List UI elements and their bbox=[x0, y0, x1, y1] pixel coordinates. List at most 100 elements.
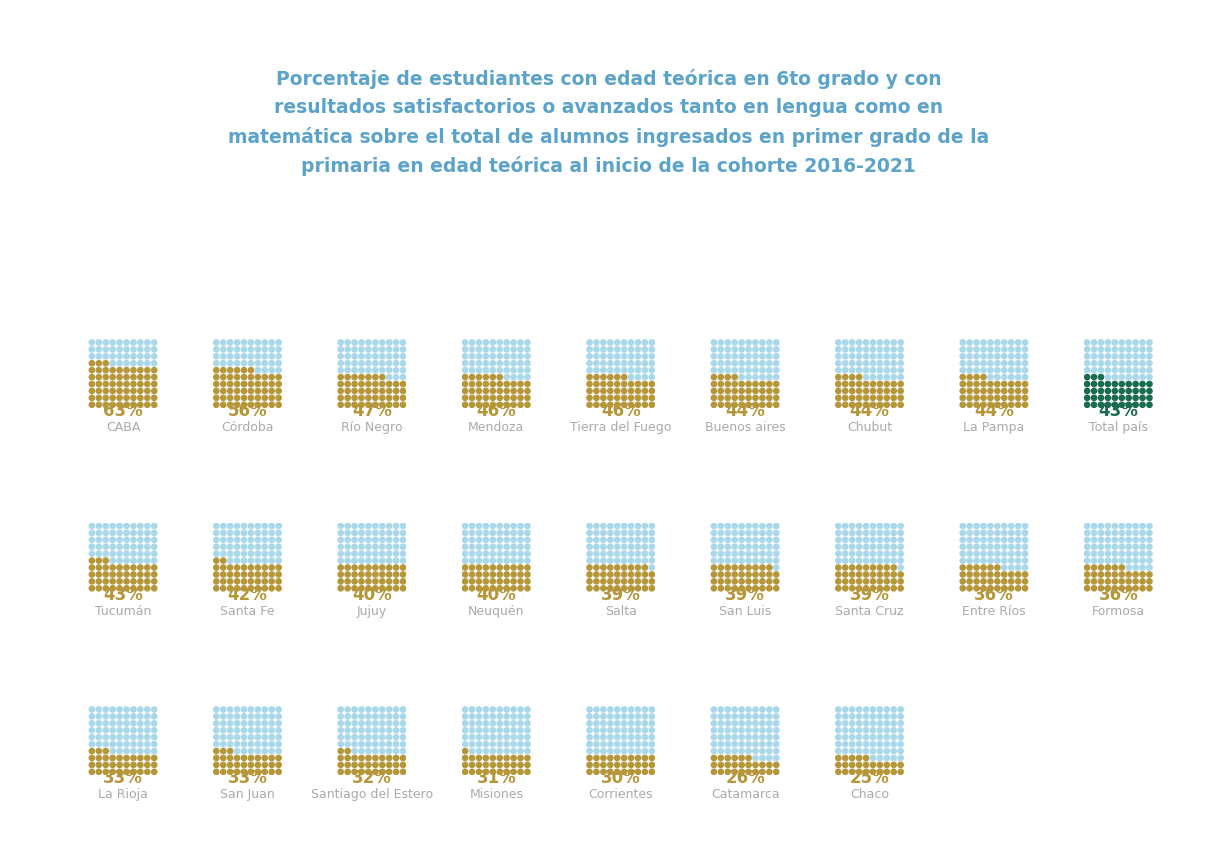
Circle shape bbox=[968, 346, 972, 352]
Circle shape bbox=[152, 565, 157, 570]
Circle shape bbox=[607, 769, 613, 774]
Circle shape bbox=[269, 361, 274, 366]
Circle shape bbox=[518, 749, 523, 754]
Circle shape bbox=[746, 374, 751, 379]
Circle shape bbox=[863, 572, 869, 577]
Circle shape bbox=[470, 707, 475, 712]
Circle shape bbox=[615, 579, 619, 584]
Circle shape bbox=[718, 579, 723, 584]
Circle shape bbox=[235, 530, 240, 535]
Circle shape bbox=[145, 585, 150, 591]
Circle shape bbox=[387, 572, 392, 577]
Circle shape bbox=[145, 537, 150, 542]
Circle shape bbox=[635, 368, 640, 373]
Circle shape bbox=[643, 381, 647, 386]
Circle shape bbox=[1084, 585, 1089, 591]
Circle shape bbox=[774, 523, 779, 529]
Circle shape bbox=[759, 734, 765, 739]
Circle shape bbox=[497, 374, 503, 379]
Circle shape bbox=[1133, 381, 1138, 386]
Circle shape bbox=[767, 402, 772, 407]
Circle shape bbox=[870, 551, 875, 556]
Circle shape bbox=[241, 565, 247, 570]
Circle shape bbox=[400, 734, 405, 739]
Circle shape bbox=[366, 762, 371, 767]
Text: Chubut: Chubut bbox=[847, 421, 892, 435]
Circle shape bbox=[849, 762, 854, 767]
Circle shape bbox=[110, 714, 116, 719]
Circle shape bbox=[759, 551, 765, 556]
Circle shape bbox=[504, 368, 509, 373]
Circle shape bbox=[885, 579, 890, 584]
Circle shape bbox=[974, 572, 980, 577]
Circle shape bbox=[1015, 381, 1021, 386]
Circle shape bbox=[857, 396, 862, 401]
Circle shape bbox=[483, 381, 488, 386]
Circle shape bbox=[1092, 388, 1097, 394]
Circle shape bbox=[767, 714, 772, 719]
Circle shape bbox=[718, 769, 723, 774]
Circle shape bbox=[372, 523, 378, 529]
Circle shape bbox=[103, 585, 108, 591]
Circle shape bbox=[968, 572, 972, 577]
Circle shape bbox=[622, 374, 627, 379]
Circle shape bbox=[387, 741, 392, 747]
Circle shape bbox=[746, 544, 751, 550]
Circle shape bbox=[393, 354, 399, 359]
Circle shape bbox=[842, 537, 848, 542]
Circle shape bbox=[483, 734, 488, 739]
Circle shape bbox=[504, 714, 509, 719]
Circle shape bbox=[711, 565, 717, 570]
Circle shape bbox=[960, 368, 965, 373]
Circle shape bbox=[974, 565, 980, 570]
Circle shape bbox=[241, 388, 247, 394]
Circle shape bbox=[649, 381, 655, 386]
Circle shape bbox=[117, 551, 122, 556]
Circle shape bbox=[145, 396, 150, 401]
Circle shape bbox=[511, 585, 516, 591]
Circle shape bbox=[110, 707, 116, 712]
Circle shape bbox=[1120, 388, 1125, 394]
Circle shape bbox=[483, 585, 488, 591]
Circle shape bbox=[607, 340, 613, 345]
Circle shape bbox=[103, 368, 108, 373]
Circle shape bbox=[483, 756, 488, 761]
Circle shape bbox=[891, 558, 897, 563]
Circle shape bbox=[1009, 585, 1014, 591]
Circle shape bbox=[344, 762, 350, 767]
Circle shape bbox=[767, 721, 772, 726]
Circle shape bbox=[387, 381, 392, 386]
Circle shape bbox=[269, 544, 274, 550]
Circle shape bbox=[615, 551, 619, 556]
Circle shape bbox=[1009, 544, 1014, 550]
Circle shape bbox=[256, 340, 260, 345]
Circle shape bbox=[739, 741, 745, 747]
Circle shape bbox=[870, 756, 875, 761]
Circle shape bbox=[262, 544, 268, 550]
Circle shape bbox=[1140, 530, 1145, 535]
Circle shape bbox=[725, 558, 730, 563]
Circle shape bbox=[981, 340, 986, 345]
Circle shape bbox=[836, 361, 841, 366]
Circle shape bbox=[628, 381, 634, 386]
Circle shape bbox=[601, 551, 606, 556]
Circle shape bbox=[607, 354, 613, 359]
Circle shape bbox=[587, 381, 593, 386]
Circle shape bbox=[615, 728, 619, 733]
Circle shape bbox=[615, 565, 619, 570]
Circle shape bbox=[525, 381, 531, 386]
Circle shape bbox=[842, 769, 848, 774]
Circle shape bbox=[220, 741, 226, 747]
Circle shape bbox=[1112, 551, 1117, 556]
Circle shape bbox=[968, 340, 972, 345]
Circle shape bbox=[628, 728, 634, 733]
Circle shape bbox=[725, 756, 730, 761]
Circle shape bbox=[152, 585, 157, 591]
Circle shape bbox=[739, 388, 745, 394]
Circle shape bbox=[235, 340, 240, 345]
Circle shape bbox=[228, 741, 232, 747]
Circle shape bbox=[248, 388, 253, 394]
Circle shape bbox=[145, 544, 150, 550]
Circle shape bbox=[110, 340, 116, 345]
Circle shape bbox=[490, 741, 495, 747]
